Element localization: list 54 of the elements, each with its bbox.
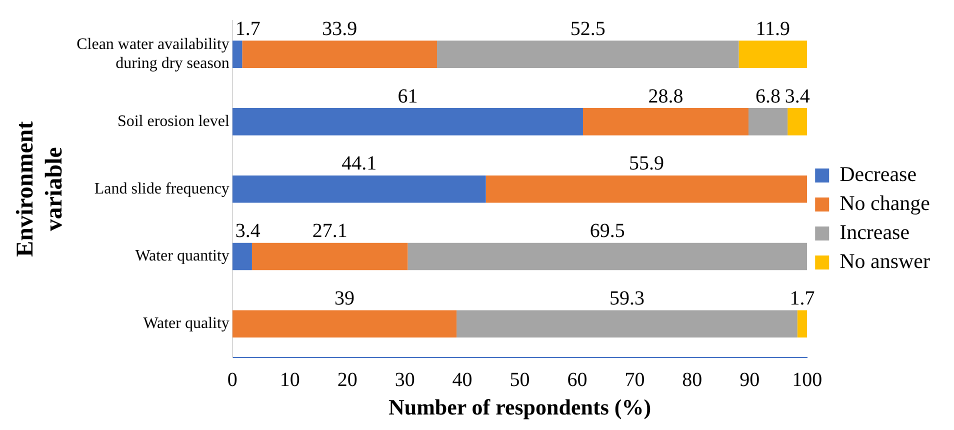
bar — [486, 175, 808, 203]
data-label: 61 — [398, 85, 418, 108]
legend-label: No change — [840, 191, 930, 216]
bar — [456, 310, 798, 338]
x-tick-label: 10 — [280, 368, 300, 391]
data-label: 6.8 — [756, 85, 781, 108]
data-label: 33.9 — [322, 18, 358, 40]
data-label: 1.7 — [235, 18, 260, 40]
y-tick-label: Water quality — [143, 315, 230, 332]
legend-label: Decrease — [840, 162, 917, 186]
legend-label: No answer — [840, 249, 930, 274]
y-tick-label: Soil erosion level — [117, 112, 230, 130]
x-tick-label: 40 — [452, 368, 472, 391]
bar — [242, 40, 438, 68]
x-axis-title: Number of respondents (%) — [388, 394, 652, 420]
bar — [232, 108, 583, 136]
data-label: 59.3 — [609, 288, 644, 310]
x-tick-label: 20 — [337, 368, 358, 391]
data-label: 28.8 — [648, 85, 684, 108]
data-label: 27.1 — [312, 220, 348, 242]
x-tick-label: 100 — [792, 368, 822, 391]
legend-label: Increase — [840, 220, 910, 244]
bar — [252, 242, 408, 270]
bar — [738, 40, 808, 68]
y-axis-title: Environment variable — [12, 121, 68, 257]
data-label: 69.5 — [590, 220, 625, 242]
data-label: 55.9 — [628, 152, 664, 175]
y-tick-label: Clean water availability during dry season — [76, 36, 230, 72]
x-tick-label: 60 — [567, 368, 588, 391]
bar — [232, 175, 486, 203]
bar — [408, 242, 808, 270]
bar — [788, 108, 808, 136]
bar — [748, 108, 788, 136]
bar — [232, 310, 457, 338]
x-tick-label: 90 — [740, 368, 760, 391]
data-label: 3.4 — [235, 220, 260, 242]
y-tick-label: Land slide frequency — [94, 180, 230, 198]
x-tick-label: 70 — [624, 368, 645, 391]
x-tick-label: 50 — [510, 368, 530, 391]
x-tick-label: 0 — [227, 368, 238, 391]
data-label: 11.9 — [756, 18, 790, 40]
x-tick-label: 30 — [394, 368, 415, 391]
y-tick-label: Water quantity — [135, 248, 230, 265]
x-tick-label: 80 — [682, 368, 702, 391]
bar — [232, 40, 242, 68]
data-label: 1.7 — [790, 288, 815, 310]
data-label: 3.4 — [784, 85, 810, 108]
bar — [797, 310, 808, 338]
data-label: 44.1 — [342, 152, 377, 175]
bar — [232, 242, 252, 270]
data-label: 39 — [334, 288, 354, 310]
bar — [437, 40, 739, 68]
data-label: 52.5 — [570, 18, 606, 40]
bar — [582, 108, 748, 136]
